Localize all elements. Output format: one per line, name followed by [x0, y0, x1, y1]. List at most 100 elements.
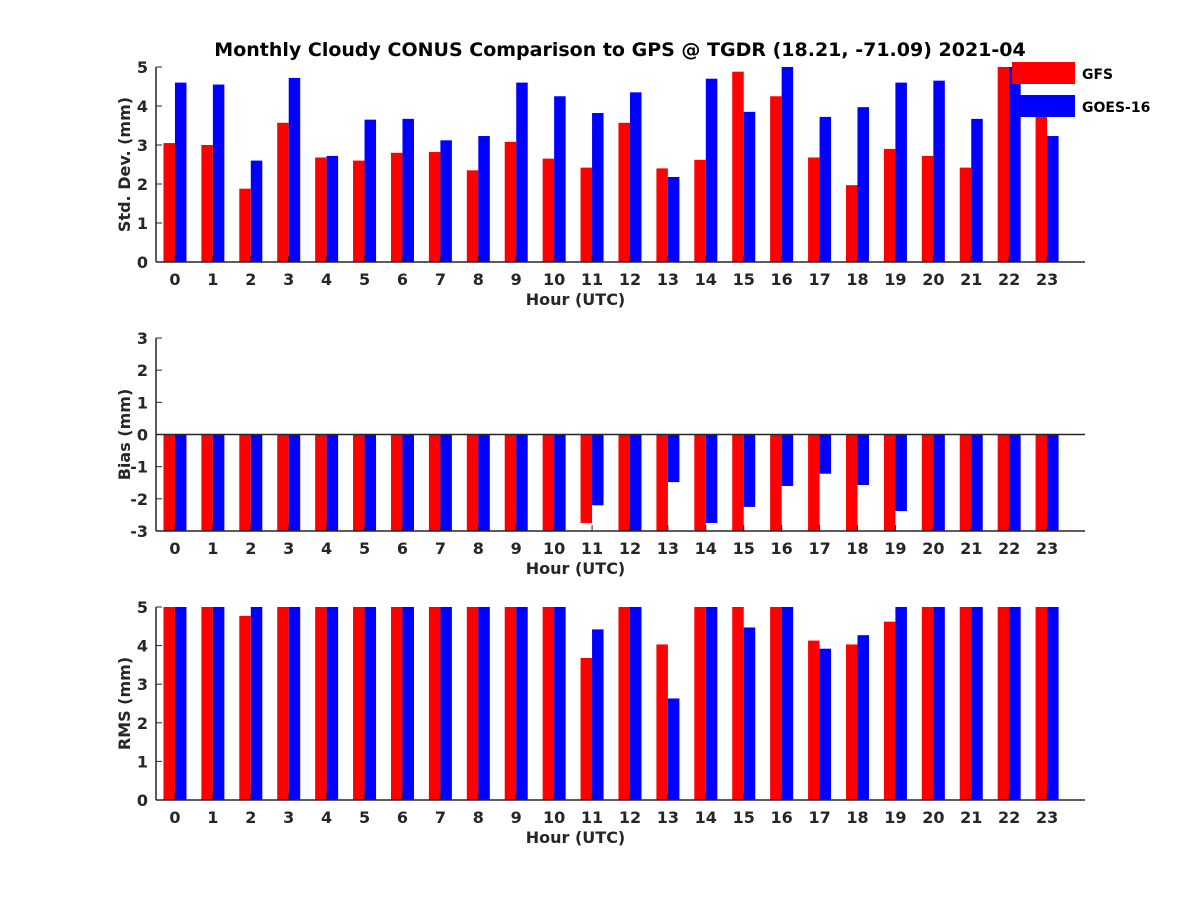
bar-gfs-19 [883, 621, 896, 800]
y-tick-label: 0 [137, 791, 148, 810]
bar-gfs-11 [580, 657, 593, 800]
bar-gfs-7 [428, 607, 441, 800]
bar-goes-16-15 [743, 111, 756, 262]
bar-goes-16-15 [743, 434, 756, 507]
bar-gfs-23 [1035, 434, 1048, 531]
bar-gfs-16 [770, 96, 782, 262]
bar-gfs-1 [201, 607, 213, 800]
bar-goes-16-1 [212, 84, 225, 262]
bar-goes-16-10 [554, 96, 566, 262]
bar-goes-16-7 [440, 607, 452, 800]
legend-swatch [1012, 62, 1075, 84]
x-axis-label: Hour (UTC) [526, 559, 626, 578]
bar-goes-16-10 [554, 607, 566, 800]
x-tick-label: 4 [321, 270, 332, 289]
bar-gfs-19 [883, 148, 896, 262]
x-tick-label: 9 [511, 539, 522, 558]
bar-gfs-5 [353, 160, 365, 262]
bar-goes-16-22 [1009, 67, 1021, 262]
x-tick-label: 20 [922, 539, 944, 558]
x-tick-label: 13 [657, 808, 679, 827]
x-tick-label: 13 [657, 270, 679, 289]
bar-gfs-22 [997, 434, 1010, 531]
legend-swatch [1012, 95, 1075, 117]
bar-gfs-2 [239, 615, 251, 800]
bar-goes-16-22 [1009, 607, 1021, 800]
x-tick-label: 7 [435, 539, 446, 558]
y-tick-label: 1 [137, 393, 148, 412]
bar-goes-16-23 [1047, 607, 1059, 800]
bar-gfs-2 [239, 434, 251, 531]
bar-gfs-5 [353, 434, 365, 531]
series-goes-16 [174, 607, 1059, 800]
bar-goes-16-9 [516, 607, 528, 800]
x-tick-label: 12 [619, 808, 641, 827]
x-tick-label: 23 [1036, 539, 1058, 558]
bar-gfs-3 [277, 434, 289, 531]
x-tick-label: 2 [245, 808, 256, 827]
bar-goes-16-18 [857, 434, 869, 485]
bar-gfs-17 [808, 640, 820, 800]
x-tick-label: 0 [169, 539, 180, 558]
bar-gfs-22 [997, 67, 1010, 262]
x-tick-label: 22 [998, 270, 1020, 289]
x-tick-label: 20 [922, 808, 944, 827]
x-tick-label: 6 [397, 270, 408, 289]
y-tick-label: 0 [137, 426, 148, 445]
bar-goes-16-16 [781, 67, 794, 262]
x-tick-label: 20 [922, 270, 944, 289]
bar-goes-16-20 [933, 80, 945, 263]
bar-goes-16-21 [971, 607, 983, 800]
bar-gfs-6 [390, 607, 403, 800]
bar-goes-16-23 [1047, 136, 1059, 262]
y-tick-label: 4 [137, 97, 148, 116]
bar-gfs-16 [770, 434, 782, 531]
x-tick-label: 15 [733, 539, 755, 558]
bar-goes-16-12 [629, 92, 642, 262]
bar-goes-16-17 [819, 648, 832, 800]
bar-goes-16-15 [743, 627, 756, 800]
x-tick-label: 15 [733, 270, 755, 289]
bar-goes-16-19 [895, 82, 907, 262]
x-tick-label: 2 [245, 270, 256, 289]
bar-goes-16-0 [174, 434, 187, 531]
bar-gfs-3 [277, 122, 289, 263]
bar-gfs-6 [390, 152, 403, 262]
y-tick-label: -3 [130, 522, 148, 541]
x-tick-label: 3 [283, 270, 294, 289]
x-tick-label: 8 [473, 808, 484, 827]
bar-gfs-0 [163, 434, 175, 531]
y-tick-label: -2 [130, 490, 148, 509]
bar-goes-16-11 [592, 113, 604, 263]
x-tick-label: 23 [1036, 270, 1058, 289]
bar-goes-16-21 [971, 118, 983, 263]
bar-goes-16-13 [667, 434, 680, 483]
x-tick-label: 18 [846, 270, 868, 289]
bar-goes-16-8 [478, 136, 490, 262]
bar-goes-16-19 [895, 607, 907, 800]
x-tick-label: 5 [359, 539, 370, 558]
bar-gfs-13 [656, 168, 668, 262]
bar-goes-16-13 [667, 176, 680, 262]
bar-goes-16-19 [895, 434, 907, 512]
bar-gfs-6 [390, 434, 403, 531]
x-tick-label: 1 [207, 270, 218, 289]
x-tick-label: 10 [543, 270, 565, 289]
x-tick-label: 13 [657, 539, 679, 558]
bar-gfs-7 [428, 434, 441, 531]
bar-goes-16-12 [629, 607, 642, 800]
bar-gfs-8 [466, 170, 479, 262]
x-tick-label: 5 [359, 808, 370, 827]
bar-goes-16-4 [326, 155, 339, 262]
x-tick-label: 15 [733, 808, 755, 827]
bar-gfs-15 [732, 607, 744, 800]
y-tick-label: 2 [137, 361, 148, 380]
bar-gfs-12 [618, 122, 630, 263]
x-tick-label: 7 [435, 808, 446, 827]
x-tick-label: 12 [619, 270, 641, 289]
bar-gfs-12 [618, 607, 630, 800]
x-tick-label: 21 [960, 808, 982, 827]
bar-gfs-1 [201, 145, 213, 262]
